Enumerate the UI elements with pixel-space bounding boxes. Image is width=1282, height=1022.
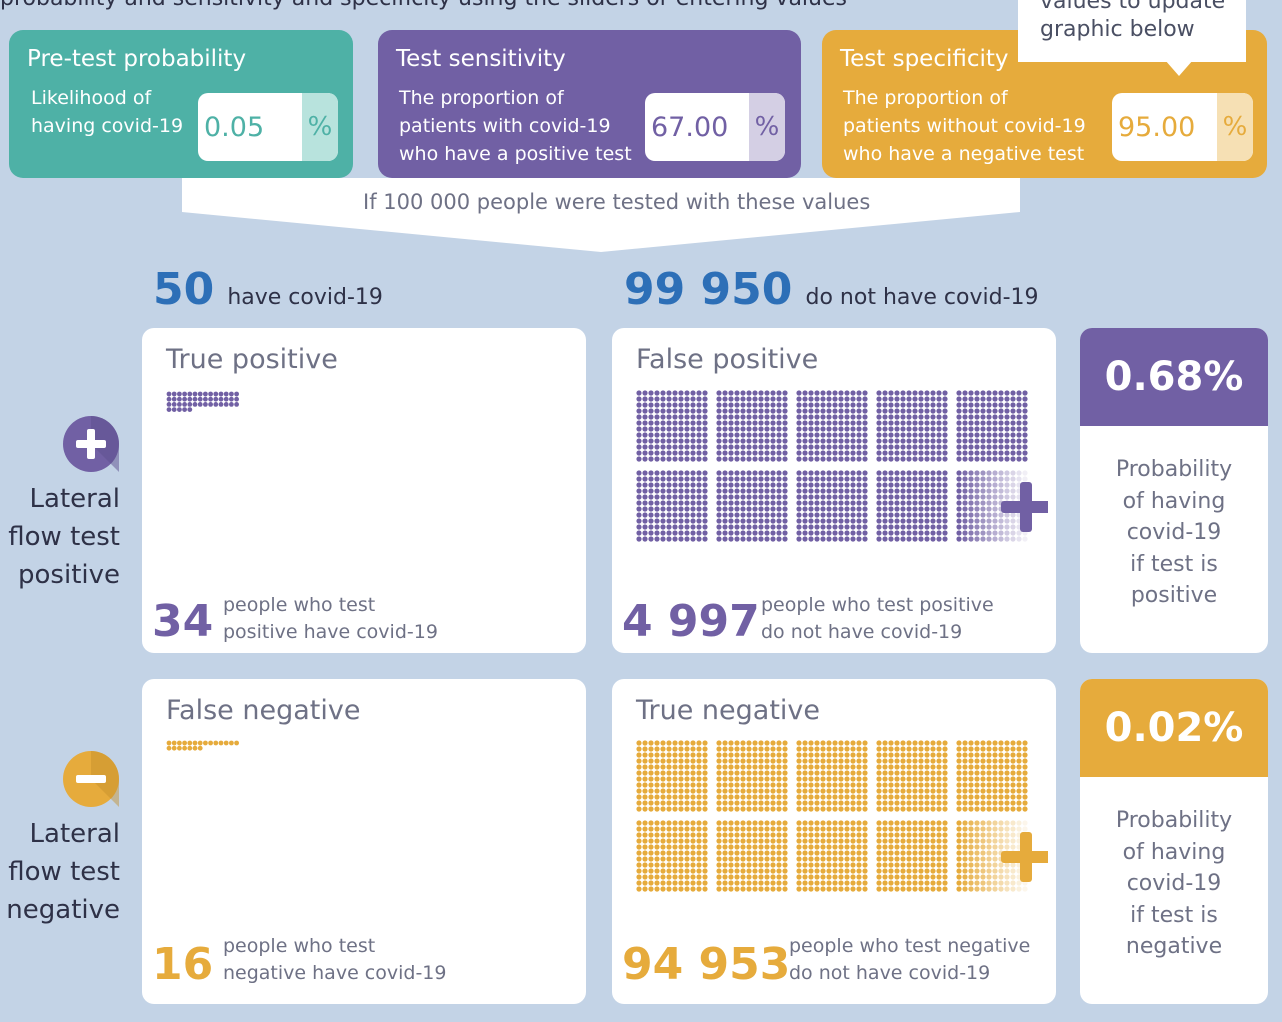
intro-text: probability and sensitivity and specific…: [0, 0, 847, 11]
true-negative-dots: [636, 740, 1048, 892]
desc-line: positive have covid-19: [223, 621, 438, 643]
row-label-positive: Lateral flow test positive: [0, 480, 120, 594]
desc-line: covid-19: [1126, 871, 1222, 896]
tooltip-pointer: [1165, 60, 1193, 76]
desc-line: Probability: [1115, 457, 1233, 482]
have-count-label: have covid-19: [227, 285, 383, 310]
desc-line: do not have covid-19: [789, 962, 991, 984]
sensitivity-value[interactable]: 67.00: [651, 111, 729, 143]
tooltip-line: graphic below: [1040, 17, 1195, 42]
specificity-desc-line: who have a negative test: [843, 143, 1085, 165]
desc-line: do not have covid-19: [761, 621, 963, 643]
row-label-line: Lateral: [29, 484, 120, 514]
panel-title: False negative: [166, 695, 361, 726]
negative-probability-desc: Probability of having covid-19 if test i…: [1080, 777, 1268, 963]
minus-circle-icon: [63, 751, 119, 807]
false-negative-dots: [166, 740, 239, 751]
pretest-probability-card: Pre-test probability Likelihood of havin…: [9, 30, 353, 178]
percent-unit: %: [749, 93, 785, 161]
positive-probability-desc: Probability of having covid-19 if test i…: [1080, 426, 1268, 612]
desc-line: if test is: [1130, 902, 1218, 928]
tooltip-line: values to update: [1040, 0, 1226, 14]
desc-line: negative have covid-19: [223, 962, 447, 984]
false-negative-panel: False negative 16 people who test negati…: [142, 679, 586, 1004]
pretest-desc-line: having covid-19: [31, 115, 184, 137]
true-negative-count: 94 953: [622, 939, 791, 990]
desc-line: positive: [1130, 583, 1218, 608]
true-positive-dots: [166, 391, 239, 412]
desc-line: if test is: [1130, 551, 1218, 577]
sensitivity-input[interactable]: 67.00 %: [645, 93, 785, 161]
false-positive-dots: [636, 390, 1048, 542]
specificity-desc-line: patients without covid-19: [843, 115, 1086, 137]
desc-line: of having: [1122, 839, 1226, 865]
panel-title: True positive: [166, 344, 338, 375]
row-label-line: positive: [18, 560, 120, 590]
row-label-line: flow test: [8, 522, 120, 552]
sensitivity-title: Test sensitivity: [396, 46, 566, 72]
sensitivity-description: The proportion of patients with covid-19…: [399, 84, 632, 168]
desc-line: covid-19: [1126, 520, 1222, 545]
update-tooltip: values to update graphic below: [1018, 0, 1246, 62]
sensitivity-desc-line: patients with covid-19: [399, 115, 611, 137]
have-covid-count: 50 have covid-19: [153, 264, 383, 315]
funnel-shape: [182, 178, 1020, 252]
row-label-line: flow test: [8, 857, 120, 887]
pretest-value[interactable]: 0.05: [204, 111, 265, 143]
specificity-input[interactable]: 95.00 %: [1112, 93, 1253, 161]
pretest-description: Likelihood of having covid-19: [31, 84, 183, 140]
specificity-value[interactable]: 95.00: [1118, 111, 1196, 143]
true-negative-desc: people who test negative do not have cov…: [789, 933, 1030, 987]
desc-line: of having: [1122, 488, 1226, 514]
true-positive-count: 34: [152, 596, 214, 647]
false-positive-panel: False positive 4 997 people who test pos…: [612, 328, 1056, 653]
positive-probability-value: 0.68%: [1080, 328, 1268, 426]
pretest-input[interactable]: 0.05 %: [198, 93, 338, 161]
funnel-text: If 100 000 people were tested with these…: [363, 190, 871, 214]
not-have-count-number: 99 950: [624, 264, 793, 315]
true-positive-desc: people who test positive have covid-19: [223, 592, 438, 646]
false-positive-desc: people who test positive do not have cov…: [761, 592, 994, 646]
test-sensitivity-card: Test sensitivity The proportion of patie…: [378, 30, 801, 178]
percent-unit: %: [302, 93, 338, 161]
pretest-desc-line: Likelihood of: [31, 87, 152, 109]
desc-line: people who test: [223, 935, 376, 957]
negative-probability-panel: 0.02% Probability of having covid-19 if …: [1080, 679, 1268, 1004]
positive-probability-panel: 0.68% Probability of having covid-19 if …: [1080, 328, 1268, 653]
panel-title: True negative: [636, 695, 821, 726]
false-positive-count: 4 997: [622, 596, 760, 647]
specificity-desc-line: The proportion of: [843, 87, 1008, 109]
specificity-title: Test specificity: [840, 46, 1009, 72]
not-have-count-label: do not have covid-19: [805, 285, 1039, 310]
have-count-number: 50: [153, 264, 215, 315]
desc-line: Probability: [1115, 808, 1233, 833]
pretest-title: Pre-test probability: [27, 46, 247, 72]
desc-line: negative: [1125, 934, 1223, 959]
row-label-negative: Lateral flow test negative: [0, 815, 120, 929]
true-negative-panel: True negative 94 953 people who test neg…: [612, 679, 1056, 1004]
sensitivity-desc-line: The proportion of: [399, 87, 564, 109]
desc-line: people who test positive: [761, 594, 994, 616]
desc-line: people who test negative: [789, 935, 1031, 957]
row-label-line: Lateral: [29, 819, 120, 849]
row-label-line: negative: [6, 895, 120, 925]
panel-title: False positive: [636, 344, 819, 375]
plus-circle-icon: [63, 416, 119, 472]
false-negative-desc: people who test negative have covid-19: [223, 933, 446, 987]
not-have-covid-count: 99 950 do not have covid-19: [624, 264, 1039, 315]
negative-probability-value: 0.02%: [1080, 679, 1268, 777]
false-negative-count: 16: [152, 939, 214, 990]
sensitivity-desc-line: who have a positive test: [399, 143, 632, 165]
specificity-description: The proportion of patients without covid…: [843, 84, 1086, 168]
percent-unit: %: [1217, 93, 1253, 161]
true-positive-panel: True positive 34 people who test positiv…: [142, 328, 586, 653]
desc-line: people who test: [223, 594, 376, 616]
